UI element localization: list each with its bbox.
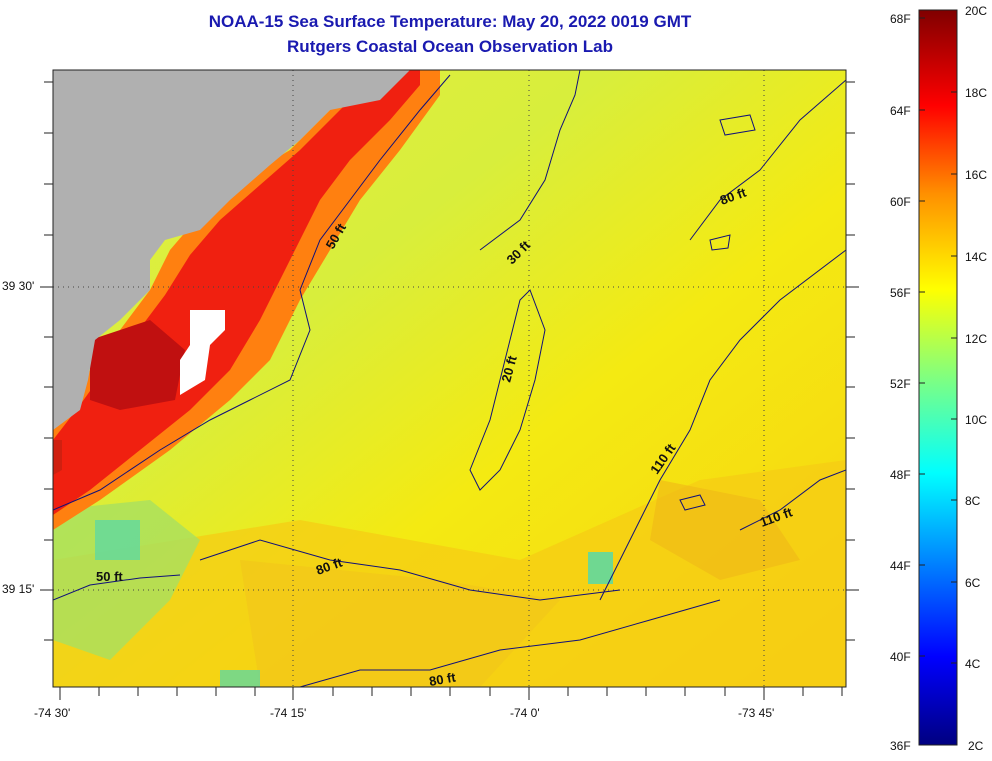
bay-white-area — [180, 310, 225, 395]
cbar-f-label: 40F — [890, 650, 911, 664]
contour-islet-1 — [719, 114, 756, 136]
warm-patch — [650, 480, 800, 580]
contour-50ft-south — [53, 574, 181, 601]
bay-hot-water — [90, 320, 185, 410]
lon-label-74-15: -74 15' — [270, 706, 307, 720]
contour-label: 50 ft — [96, 569, 123, 584]
cbar-f-label: 68F — [890, 12, 911, 26]
coast-fragment — [53, 440, 62, 475]
cbar-f-label: 36F — [890, 739, 911, 753]
cbar-c-label: 16C — [965, 168, 988, 182]
contour-islet-3 — [709, 234, 731, 251]
contour-30ft — [479, 70, 581, 251]
land-mass — [53, 70, 410, 430]
cbar-c-label: 10C — [965, 413, 988, 427]
contour-islet-2 — [679, 494, 706, 511]
cbar-f-label: 64F — [890, 104, 911, 118]
lat-label-39-30: 39 30' — [2, 279, 35, 293]
contour-80ft-north — [689, 79, 846, 241]
contour-20ft-shoal — [469, 289, 546, 491]
colorbar-ticks — [919, 9, 957, 664]
cool-patch-cyan — [95, 520, 140, 560]
contour-label: 20 ft — [498, 353, 520, 383]
cbar-f-label: 56F — [890, 286, 911, 300]
contour-80ft-south — [299, 599, 721, 687]
contour-110ft-east — [599, 249, 846, 601]
cbar-c-label: 4C — [965, 657, 981, 671]
cbar-c-label: 8C — [965, 494, 981, 508]
cbar-f-label: 60F — [890, 195, 911, 209]
lon-label-74-30: -74 30' — [34, 706, 71, 720]
bathymetry-contours — [53, 70, 846, 687]
lon-label-74-0: -74 0' — [510, 706, 540, 720]
map-subtitle: Rutgers Coastal Ocean Observation Lab — [287, 37, 613, 56]
temperature-colorbar — [918, 9, 958, 746]
cbar-c-label: 6C — [965, 576, 981, 590]
cbar-c-label: 18C — [965, 86, 988, 100]
map-title: NOAA-15 Sea Surface Temperature: May 20,… — [208, 12, 692, 31]
contour-50ft-coastal — [53, 74, 451, 511]
cbar-f-label: 52F — [890, 377, 911, 391]
cbar-c-label: 20C — [965, 4, 988, 18]
cbar-c-label: 2C — [968, 739, 984, 753]
cool-patch-south — [220, 670, 260, 687]
contour-110ft-southeast — [739, 469, 846, 531]
cool-patch-east — [588, 552, 613, 584]
cbar-f-label: 44F — [890, 559, 911, 573]
lon-label-73-45: -73 45' — [738, 706, 775, 720]
lat-label-39-15: 39 15' — [2, 582, 35, 596]
contour-80ft-middle — [199, 539, 621, 601]
map-gridlines — [53, 70, 846, 687]
cbar-c-label: 14C — [965, 250, 988, 264]
cbar-c-label: 12C — [965, 332, 988, 346]
map-ticks — [40, 81, 859, 700]
cbar-f-label: 48F — [890, 468, 911, 482]
contour-label: 80 ft — [428, 669, 458, 689]
